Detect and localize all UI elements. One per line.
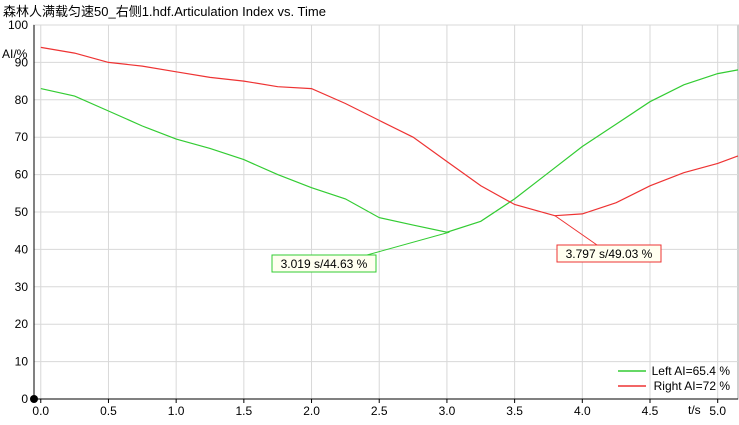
callout-leader-line <box>554 215 598 246</box>
y-tick-label: 10 <box>15 355 29 369</box>
axes: 0.0 0.5 1.0 1.5 2.0 2.5 3.0 3.5 4.0 4.5 5.0 0 10 20 30… <box>8 18 738 418</box>
callout-leader-line <box>366 231 450 256</box>
legend-label-left-ai: Left AI=65.4 % <box>652 364 731 378</box>
y-tick-label: 50 <box>15 205 29 219</box>
y-axis-label: AI/% <box>2 47 28 61</box>
x-tick-label: 0.5 <box>100 404 117 418</box>
annotations: 3.019 s/44.63 % 3.797 s/49.03 % <box>271 215 662 273</box>
y-tick-label: 60 <box>15 168 29 182</box>
x-tick-label: 3.5 <box>506 404 523 418</box>
callout-box <box>271 254 377 273</box>
y-tick-label: 0 <box>21 392 28 406</box>
x-tick-label: 2.0 <box>303 404 320 418</box>
y-tick-label: 80 <box>15 93 29 107</box>
x-tick-label: 1.0 <box>168 404 185 418</box>
x-tick-label: 0.0 <box>32 404 49 418</box>
y-tick-label: 90 <box>15 55 29 69</box>
x-tick-label: 3.0 <box>439 404 456 418</box>
grid <box>34 24 738 400</box>
series-line-left-ai <box>40 69 739 233</box>
legend: Left AI=65.4 %Right AI=72 % <box>618 364 730 393</box>
chart-title: 森林人满载匀速50_右侧1.hdf.Articulation Index vs.… <box>3 4 326 19</box>
x-tick-label: 4.5 <box>642 404 659 418</box>
y-tick-label: 70 <box>15 130 29 144</box>
x-axis-label: t/s <box>688 403 701 417</box>
legend-label-right-ai: Right AI=72 % <box>654 379 731 393</box>
series-layer <box>40 46 739 233</box>
x-tick-label: 2.5 <box>371 404 388 418</box>
y-tick-label: 40 <box>15 242 29 256</box>
y-tick-label: 20 <box>15 317 29 331</box>
y-tick-label: 30 <box>15 280 29 294</box>
x-tick-label: 4.0 <box>574 404 591 418</box>
y-tick-label: 100 <box>8 18 28 32</box>
series-line-right-ai <box>40 46 739 217</box>
callout-label: 3.019 s/44.63 % <box>281 257 368 271</box>
callout-box <box>556 244 662 263</box>
origin-marker <box>30 395 38 403</box>
x-tick-label: 1.5 <box>236 404 253 418</box>
x-tick-label: 5.0 <box>709 404 726 418</box>
callout-label: 3.797 s/49.03 % <box>566 247 653 261</box>
